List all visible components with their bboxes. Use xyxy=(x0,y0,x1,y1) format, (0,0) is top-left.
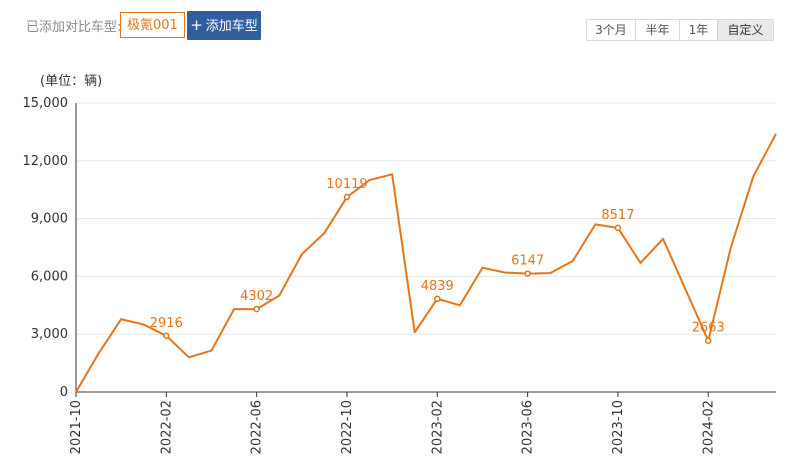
series-line xyxy=(75,133,777,393)
data-label: 8517 xyxy=(601,208,634,223)
compared-model-chip[interactable]: 极氪001 xyxy=(120,12,185,38)
data-label: 2916 xyxy=(150,316,183,331)
data-point xyxy=(253,305,260,313)
x-tick-label: 2023-06 xyxy=(521,400,536,454)
y-tick-label: 15,000 xyxy=(23,96,69,111)
plus-icon: + xyxy=(190,16,203,34)
data-label: 10119 xyxy=(326,177,367,192)
added-models-label: 已添加对比车型: xyxy=(26,20,122,35)
add-model-button[interactable]: + 添加车型 xyxy=(187,11,261,40)
toolbar: 已添加对比车型: 极氪001 + 添加车型 3个月 半年 1年 自定义 xyxy=(0,0,800,50)
y-tick-label: 3,000 xyxy=(31,327,68,342)
x-tick-label: 2022-02 xyxy=(159,400,174,454)
add-model-button-label: 添加车型 xyxy=(205,19,258,34)
data-point xyxy=(434,295,441,303)
x-tick-label: 2023-02 xyxy=(430,400,445,454)
range-3-months-button[interactable]: 3个月 xyxy=(586,19,636,41)
data-point xyxy=(343,193,351,201)
time-range-selector: 3个月 半年 1年 自定义 xyxy=(586,19,774,41)
y-axis-unit-label: (单位：辆) xyxy=(40,74,103,89)
y-tick-label: 12,000 xyxy=(23,154,69,169)
y-tick-label: 6,000 xyxy=(31,269,68,284)
data-point xyxy=(614,224,622,232)
data-point xyxy=(524,270,531,277)
range-1-year-button[interactable]: 1年 xyxy=(679,19,718,41)
range-half-year-button[interactable]: 半年 xyxy=(635,19,680,41)
y-tick-label: 9,000 xyxy=(31,212,68,227)
data-label: 6147 xyxy=(511,254,544,269)
range-custom-button[interactable]: 自定义 xyxy=(717,19,774,41)
x-tick-label: 2022-10 xyxy=(340,400,355,454)
data-label: 4302 xyxy=(240,289,273,304)
data-point xyxy=(705,337,712,344)
data-label: 4839 xyxy=(421,279,454,294)
x-tick-label: 2024-02 xyxy=(701,400,716,454)
data-point xyxy=(163,332,170,340)
y-tick-label: 0 xyxy=(60,385,68,400)
data-label: 2663 xyxy=(692,321,725,336)
x-tick-label: 2022-06 xyxy=(250,400,265,454)
x-tick-label: 2023-10 xyxy=(611,400,626,454)
x-tick-label: 2021-10 xyxy=(69,400,84,454)
